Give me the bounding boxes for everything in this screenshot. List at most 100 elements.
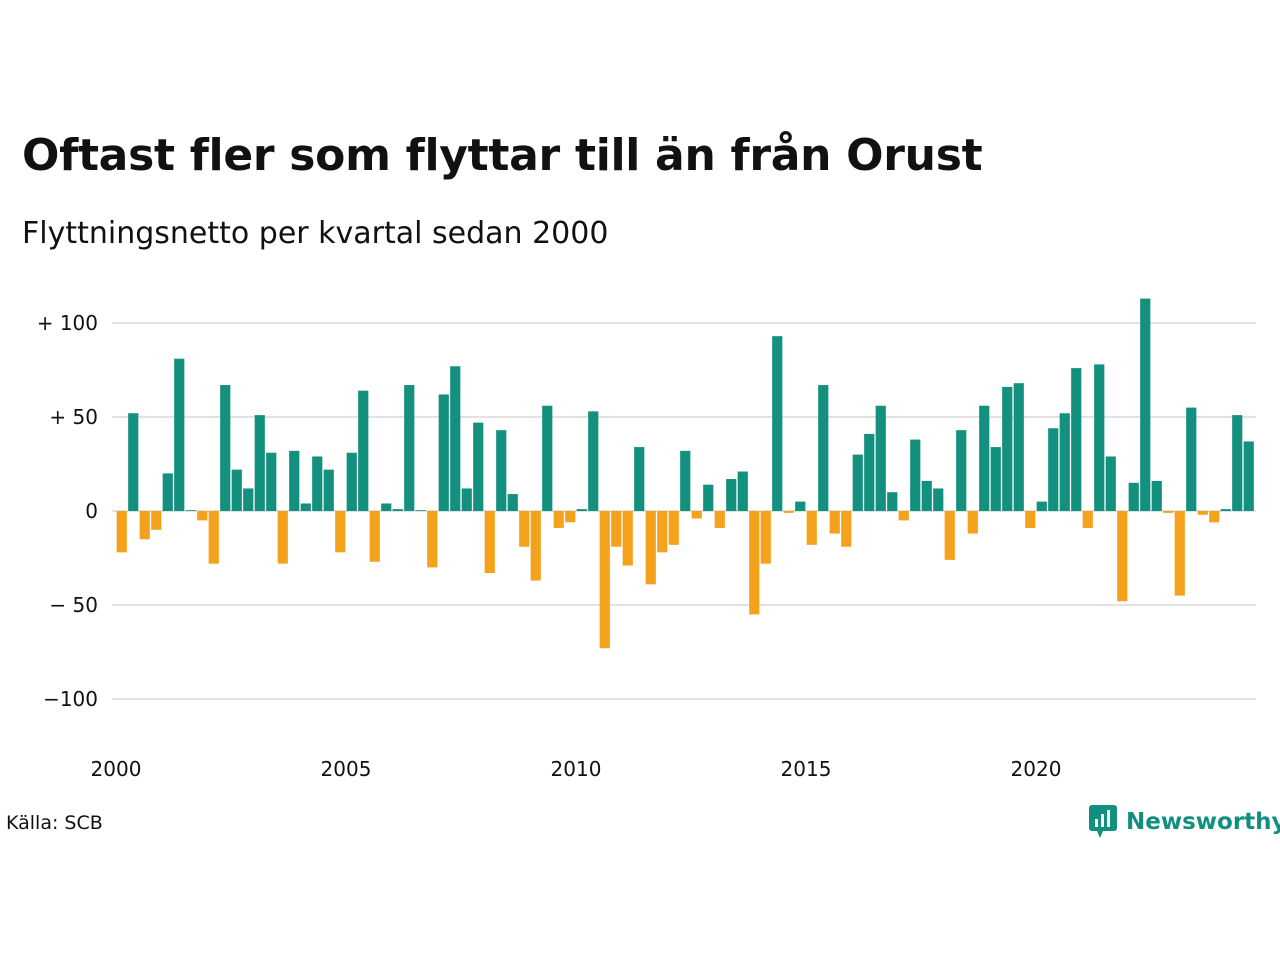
- chart-subtitle: Flyttningsnetto per kvartal sedan 2000: [22, 216, 609, 251]
- bar: [1105, 456, 1116, 511]
- x-tick-label: 2010: [551, 757, 602, 781]
- bar: [174, 358, 185, 511]
- bar: [576, 509, 587, 511]
- bar: [1048, 428, 1059, 511]
- x-tick-label: 2015: [781, 757, 832, 781]
- bar: [139, 511, 150, 540]
- bar: [427, 511, 438, 568]
- bar: [415, 510, 426, 511]
- x-tick-label: 2005: [321, 757, 372, 781]
- bar: [128, 413, 139, 511]
- bar: [841, 511, 852, 547]
- bar: [1140, 298, 1151, 511]
- bar: [231, 469, 242, 511]
- bar: [1128, 482, 1139, 511]
- bar: [1151, 480, 1162, 511]
- bar: [645, 511, 656, 585]
- bar: [795, 501, 806, 511]
- bar: [944, 511, 955, 560]
- bar: [887, 492, 898, 511]
- bar: [1209, 511, 1220, 523]
- x-tick-label: 2020: [1011, 757, 1062, 781]
- bar: [496, 430, 507, 511]
- bar: [1036, 501, 1047, 511]
- bar: [289, 450, 300, 511]
- bar: [726, 479, 737, 511]
- bar: [910, 439, 921, 511]
- y-tick-label: − 50: [49, 593, 98, 617]
- bar: [599, 511, 610, 649]
- bar: [703, 484, 714, 511]
- bar: [829, 511, 840, 534]
- bar: [565, 511, 576, 523]
- bar: [438, 394, 449, 511]
- y-tick-label: + 100: [37, 311, 98, 335]
- bar: [818, 385, 829, 511]
- bar: [116, 511, 127, 553]
- bar: [714, 511, 725, 528]
- bar: [1174, 511, 1185, 596]
- bar: [220, 385, 231, 511]
- bar: [921, 480, 932, 511]
- brand-logo[interactable]: Newsworthy: [1088, 804, 1280, 840]
- bar: [1197, 511, 1208, 515]
- bar: [622, 511, 633, 566]
- bar: [1002, 386, 1013, 511]
- bar: [1082, 511, 1093, 528]
- bar: [323, 469, 334, 511]
- bar: [772, 336, 783, 511]
- bar: [1117, 511, 1128, 602]
- bar: [1059, 413, 1070, 511]
- bar: [473, 422, 484, 511]
- bar: [1232, 415, 1243, 511]
- bar: [852, 454, 863, 511]
- bar: [611, 511, 622, 547]
- bar: [450, 366, 461, 511]
- bar: [691, 511, 702, 519]
- y-tick-label: −100: [43, 687, 98, 711]
- y-tick-label: + 50: [49, 405, 98, 429]
- bar: [162, 473, 173, 511]
- bar: [530, 511, 541, 581]
- bar: [1025, 511, 1036, 528]
- bar: [358, 390, 369, 511]
- bar-chart: + 100 + 50 0 − 50 −100 2000 2005 2010 2015 2020: [37, 298, 1256, 781]
- bar: [542, 405, 553, 511]
- chart-title: Oftast fler som flyttar till än från Oru…: [22, 130, 983, 181]
- bar: [300, 503, 311, 511]
- bar: [1220, 509, 1231, 511]
- bar: [404, 385, 415, 511]
- source-note: Källa: SCB: [6, 812, 103, 834]
- bar: [956, 430, 967, 511]
- bar: [392, 509, 403, 511]
- bar: [277, 511, 288, 564]
- bar: [898, 511, 909, 521]
- bar: [507, 494, 518, 511]
- bar: [151, 511, 162, 530]
- bar: [381, 503, 392, 511]
- bar: [369, 511, 380, 562]
- bar: [312, 456, 323, 511]
- bar: [1243, 441, 1254, 511]
- bar: [979, 405, 990, 511]
- bar: [875, 405, 886, 511]
- bar: [254, 415, 265, 511]
- bar: [484, 511, 495, 574]
- bar: [680, 450, 691, 511]
- bar: [760, 511, 771, 564]
- bar: [806, 511, 817, 545]
- bar: [668, 511, 679, 545]
- bar: [185, 510, 196, 511]
- bar: [864, 433, 875, 511]
- bar: [335, 511, 346, 553]
- bar: [1013, 383, 1024, 511]
- bar: [208, 511, 219, 564]
- bar: [967, 511, 978, 534]
- bar: [266, 452, 277, 511]
- bar: [657, 511, 668, 553]
- bar: [588, 411, 599, 511]
- bar: [461, 488, 472, 511]
- bar: [749, 511, 760, 615]
- bar: [243, 488, 254, 511]
- x-axis-labels: 2000 2005 2010 2015 2020: [91, 757, 1062, 781]
